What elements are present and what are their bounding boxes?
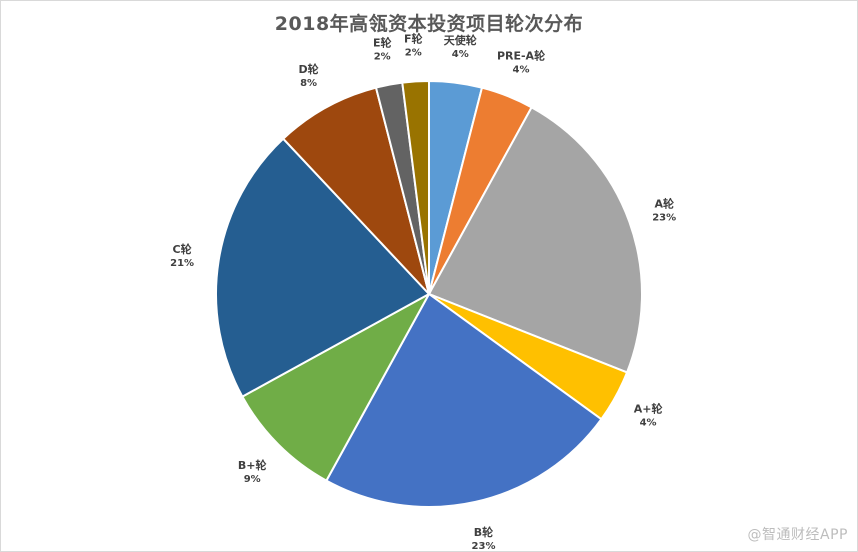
slice-label-percent: 23% xyxy=(652,212,676,223)
slice-label-percent: 21% xyxy=(170,258,194,269)
slice-label: E轮 2% xyxy=(373,35,392,62)
slice-label: B轮 23% xyxy=(472,525,496,552)
slice-label-name: D轮 xyxy=(299,62,319,76)
slice-label-name: E轮 xyxy=(373,35,392,49)
slice-label: PRE-A轮 4% xyxy=(497,49,545,76)
slice-label-name: A轮 xyxy=(654,196,674,210)
slice-label-percent: 9% xyxy=(244,474,261,485)
pie-slice xyxy=(240,291,432,483)
pie-slice xyxy=(281,86,430,295)
slice-label-name: F轮 xyxy=(404,32,423,46)
slice-label: A+轮 4% xyxy=(634,401,663,428)
pie-slices xyxy=(215,79,643,508)
slice-label: 天使轮 4% xyxy=(444,33,477,60)
slice-label: A轮 23% xyxy=(652,196,676,223)
slice-label-percent: 2% xyxy=(374,51,391,62)
slice-label-percent: 8% xyxy=(300,78,317,89)
pie-slice xyxy=(427,105,643,374)
slice-label: F轮 2% xyxy=(404,32,423,59)
slice-label: B+轮 9% xyxy=(238,458,267,485)
slice-label: D轮 8% xyxy=(299,62,319,89)
pie-labels: 天使轮 4% PRE-A轮 4% A轮 23% A+轮 4% B轮 23% B+轮 9% C轮 21% D轮… xyxy=(170,32,676,552)
pie-slice xyxy=(401,79,430,295)
slice-label-percent: 4% xyxy=(640,417,657,428)
slice-label-name: C轮 xyxy=(173,242,192,256)
slice-label-name: PRE-A轮 xyxy=(497,49,545,63)
slice-label-percent: 4% xyxy=(452,49,469,60)
slice-label-name: 天使轮 xyxy=(444,33,477,47)
slice-label: C轮 21% xyxy=(170,242,194,269)
slice-label-name: B轮 xyxy=(474,525,493,539)
slice-label-percent: 23% xyxy=(472,541,496,552)
slice-label-percent: 4% xyxy=(513,65,530,76)
slice-label-name: A+轮 xyxy=(634,401,663,415)
slice-label-name: B+轮 xyxy=(238,458,267,472)
pie-slice xyxy=(325,292,603,508)
watermark: @智通财经APP xyxy=(747,527,848,543)
pie-slice xyxy=(215,137,431,398)
chart-title: 2018年高瓴资本投资项目轮次分布 xyxy=(274,13,584,35)
slice-label-percent: 2% xyxy=(405,48,422,59)
